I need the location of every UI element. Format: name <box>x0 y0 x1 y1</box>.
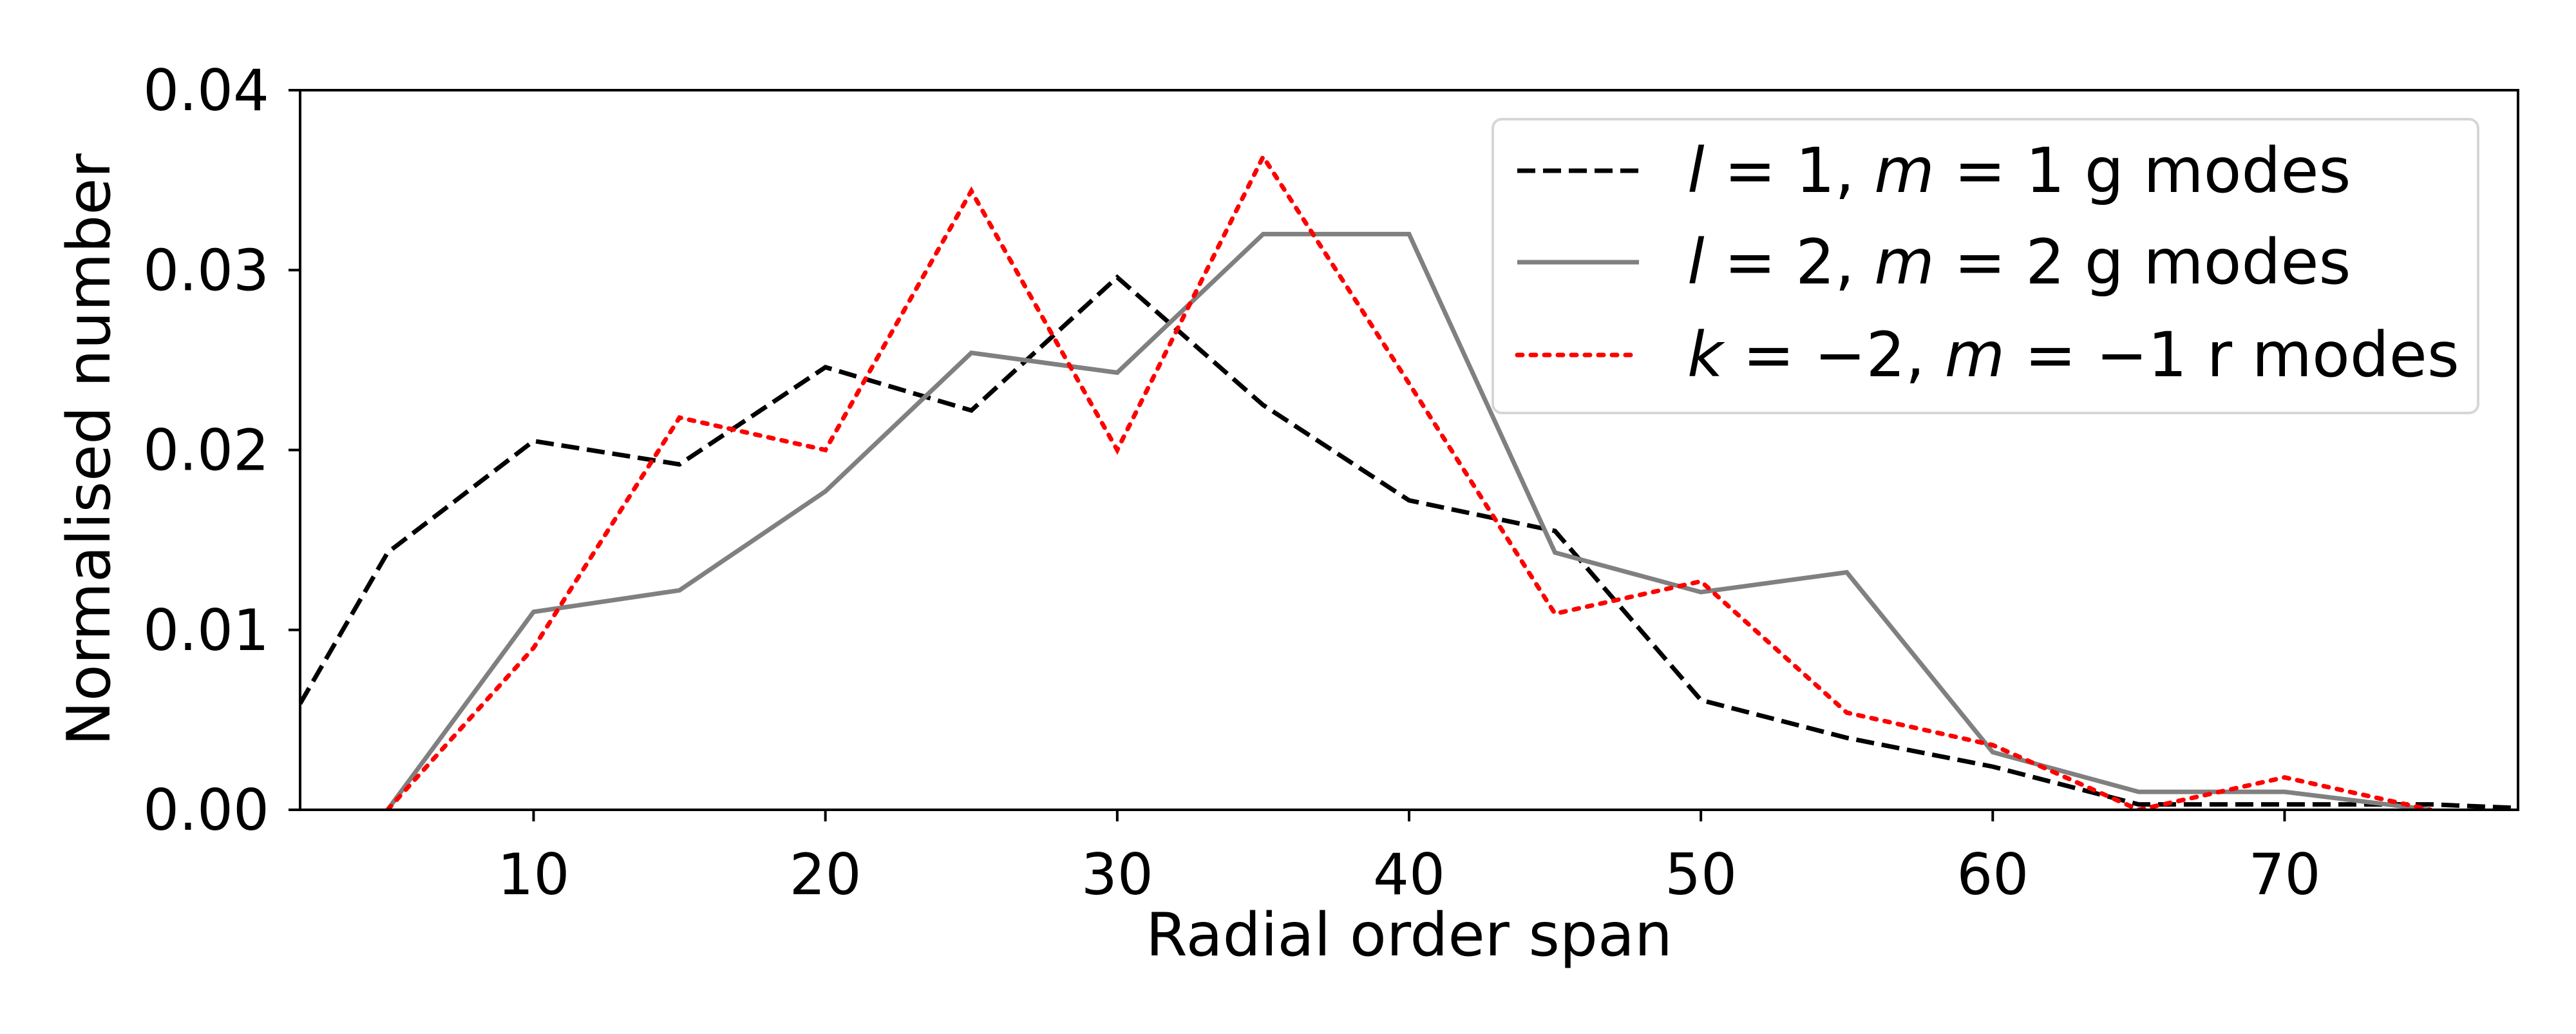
x-tick-label: 50 <box>1665 841 1737 908</box>
y-axis-title: Normalised number <box>54 153 124 745</box>
series-layer <box>300 152 2518 810</box>
ticks-layer: 10 20 30 40 50 60 70 0.00 0.01 0.02 0.03 0.04 <box>143 57 2320 908</box>
y-tick-label: 0.01 <box>143 597 269 664</box>
legend-label-2: l = 2, m = 2 g modes <box>1687 226 2351 298</box>
y-tick-label: 0.02 <box>143 417 269 484</box>
y-tick-label: 0.00 <box>143 777 269 843</box>
legend-label-3: k = −2, m = −1 r modes <box>1687 319 2459 391</box>
legend-label-1: l = 1, m = 1 g modes <box>1687 135 2351 207</box>
x-tick-label: 70 <box>2248 841 2320 908</box>
x-tick-label: 10 <box>498 841 570 908</box>
y-tick-label: 0.04 <box>143 57 269 124</box>
x-axis-title: Radial order span <box>1146 900 1672 970</box>
series-line-3 <box>385 152 2433 810</box>
x-tick-label: 20 <box>790 841 862 908</box>
legend-box <box>1492 118 2479 414</box>
x-tick-label: 40 <box>1373 841 1445 908</box>
legend: l = 1, m = 1 g modes l = 2, m = 2 g modes… <box>1492 118 2479 414</box>
series-line-2 <box>386 231 2431 810</box>
x-tick-label: 30 <box>1081 841 1153 908</box>
series-line-1 <box>300 274 2518 810</box>
x-tick-label: 60 <box>1956 841 2029 908</box>
y-tick-label: 0.03 <box>143 237 269 303</box>
